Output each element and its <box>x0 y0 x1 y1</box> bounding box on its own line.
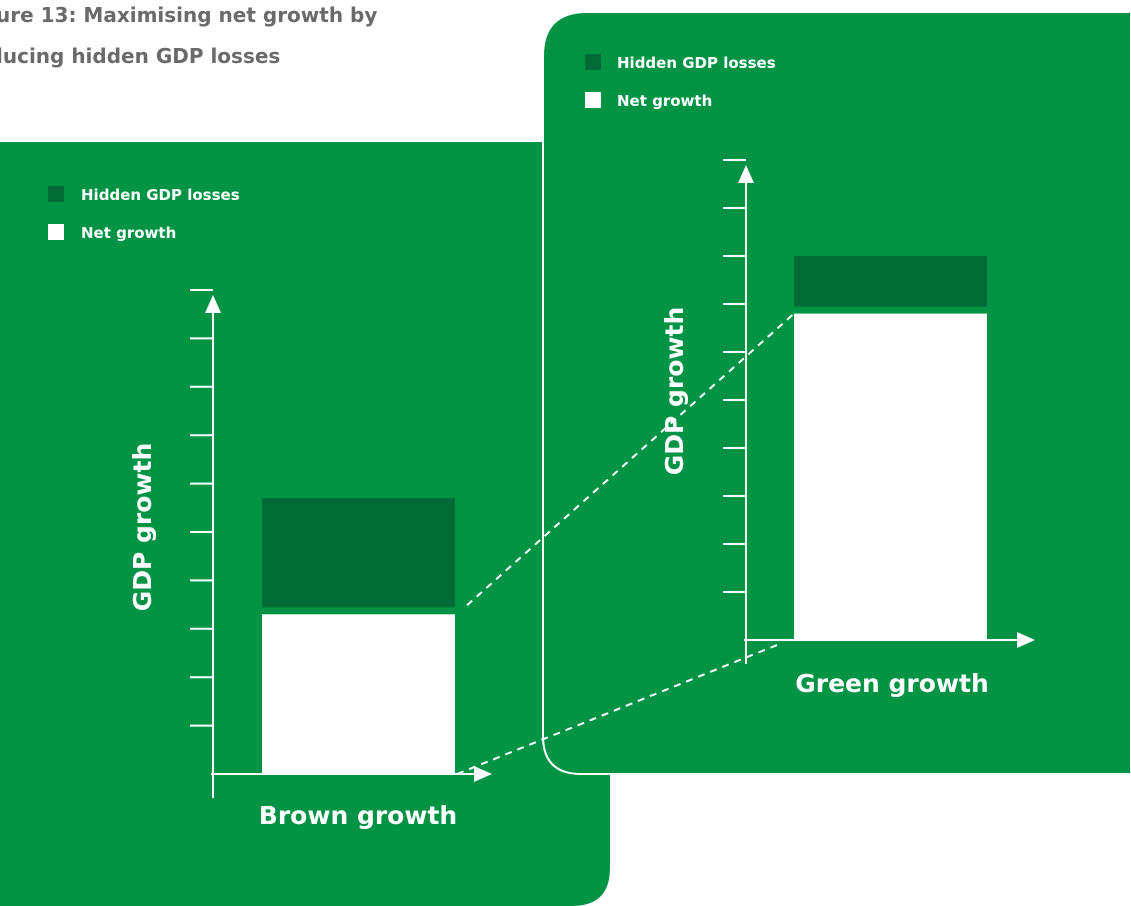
legend-label-net-growth: Net growth <box>81 224 176 242</box>
green-growth-panel: Hidden GDP losses Net growth GDP growth … <box>542 11 1131 775</box>
green-bar-net-growth <box>794 313 987 640</box>
green-plot-area <box>723 159 1035 664</box>
legend-label-hidden-gdp-losses: Hidden GDP losses <box>81 186 240 204</box>
legend-swatch-net-growth <box>48 224 64 240</box>
brown-growth-panel: Hidden GDP losses Net growth GDP growth … <box>0 142 610 906</box>
legend-label-hidden-gdp-losses: Hidden GDP losses <box>617 54 776 72</box>
green-panel-legend: Hidden GDP losses Net growth <box>585 54 776 110</box>
legend-swatch-hidden-gdp-losses <box>48 186 64 202</box>
green-bar-hidden-gdp-losses <box>794 256 987 307</box>
brown-y-axis-arrow <box>205 295 221 313</box>
connector-bottom <box>456 642 783 775</box>
legend-swatch-net-growth <box>585 92 601 108</box>
green-x-axis-arrow <box>1017 632 1035 648</box>
zoom-connectors <box>456 312 795 775</box>
brown-bar-net-growth <box>262 614 455 774</box>
figure-title-line-1: ure 13: Maximising net growth by <box>0 3 377 27</box>
brown-x-axis-label: Brown growth <box>259 801 457 830</box>
brown-y-axis-label: GDP growth <box>128 443 157 612</box>
green-y-axis-arrow <box>738 165 754 183</box>
green-y-axis-label: GDP growth <box>660 307 689 476</box>
legend-label-net-growth: Net growth <box>617 92 712 110</box>
brown-plot-area <box>190 289 492 798</box>
green-x-axis-label: Green growth <box>795 669 989 698</box>
brown-panel-legend: Hidden GDP losses Net growth <box>48 186 240 242</box>
brown-bar-hidden-gdp-losses <box>262 498 455 608</box>
brown-x-axis-arrow <box>474 766 492 782</box>
legend-swatch-hidden-gdp-losses <box>585 54 601 70</box>
figure-title-line-2: lucing hidden GDP losses <box>0 44 280 68</box>
connector-top <box>466 312 795 607</box>
